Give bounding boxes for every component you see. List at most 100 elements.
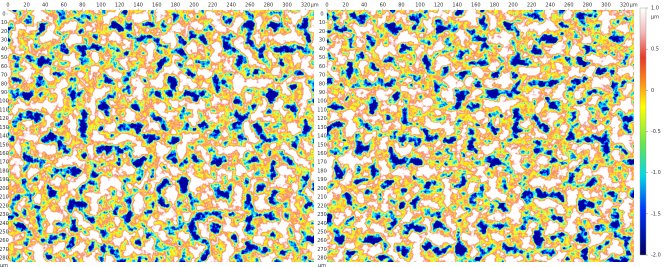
y-tick-label: 150 xyxy=(317,142,327,148)
y-tick-label: 270 xyxy=(0,247,9,253)
y-tick-label: 90 xyxy=(319,90,325,96)
x-tick-label: 220 xyxy=(208,3,218,9)
x-tick-label: 80 xyxy=(398,3,404,9)
y-tick-label: 50 xyxy=(1,55,7,61)
y-tick-label: 30 xyxy=(1,38,7,44)
y-tick-label: 200 xyxy=(317,186,327,192)
y-tick-label: 200 xyxy=(0,186,9,192)
y-tick-label: 170 xyxy=(317,160,327,166)
y-tick-label: 220 xyxy=(0,203,9,209)
y-unit: µm xyxy=(318,263,326,267)
y-tick-label: 60 xyxy=(319,64,325,70)
x-tick-label: 180 xyxy=(490,3,500,9)
y-tick-label: 0 xyxy=(320,12,323,18)
y-tick-label: 150 xyxy=(0,142,9,148)
y-tick-label: 280 xyxy=(0,256,9,262)
height-map xyxy=(8,10,314,262)
y-tick-label: 50 xyxy=(319,55,325,61)
colorbar-unit: µm xyxy=(651,15,659,21)
y-tick-label: 240 xyxy=(0,221,9,227)
y-tick-label: 230 xyxy=(317,212,327,218)
x-tick-label: 60 xyxy=(61,3,67,9)
y-tick-label: 140 xyxy=(317,134,327,140)
y-tick-label: 140 xyxy=(0,134,9,140)
y-tick-label: 180 xyxy=(0,168,9,174)
x-unit: µm xyxy=(311,3,319,9)
x-tick-label: 100 xyxy=(96,3,106,9)
x-tick-label: 140 xyxy=(452,3,462,9)
x-tick-label: 160 xyxy=(152,3,162,9)
height-map xyxy=(327,10,634,262)
x-unit: µm xyxy=(630,3,638,9)
x-tick-label: 160 xyxy=(471,3,481,9)
y-tick-label: 100 xyxy=(0,99,9,105)
x-tick-label: 240 xyxy=(545,3,555,9)
y-tick-label: 280 xyxy=(317,256,327,262)
y-tick-label: 40 xyxy=(319,46,325,52)
y-tick-label: 270 xyxy=(317,247,327,253)
x-tick-label: 0 xyxy=(6,3,9,9)
y-unit: µm xyxy=(0,263,8,267)
y-tick-label: 40 xyxy=(1,46,7,52)
colorbar-tick-label: -1.5 xyxy=(651,211,661,217)
y-tick-label: 250 xyxy=(317,230,327,236)
y-tick-label: 120 xyxy=(0,116,9,122)
x-tick-label: 40 xyxy=(42,3,48,9)
x-tick-label: 280 xyxy=(264,3,274,9)
y-tick-label: 90 xyxy=(1,90,7,96)
colorbar-tick-label: -1.0 xyxy=(651,170,661,176)
colorbar-tick-label: -2.0 xyxy=(651,253,661,259)
x-tick-label: 120 xyxy=(115,3,125,9)
x-tick-label: 180 xyxy=(171,3,181,9)
colorbar-tick-label: 0.5 xyxy=(651,47,659,53)
x-tick-label: 320 xyxy=(301,3,311,9)
y-tick-label: 180 xyxy=(317,168,327,174)
y-tick-label: 240 xyxy=(317,221,327,227)
x-tick-label: 220 xyxy=(527,3,537,9)
y-tick-label: 210 xyxy=(317,195,327,201)
y-tick-label: 220 xyxy=(317,203,327,209)
x-tick-label: 240 xyxy=(226,3,236,9)
x-tick-label: 20 xyxy=(23,3,29,9)
x-tick-label: 260 xyxy=(245,3,255,9)
y-tick-label: 110 xyxy=(317,107,327,113)
y-tick-label: 100 xyxy=(317,99,327,105)
y-tick-label: 120 xyxy=(317,116,327,122)
y-tick-label: 170 xyxy=(0,160,9,166)
y-tick-label: 190 xyxy=(317,177,327,183)
x-tick-label: 100 xyxy=(415,3,425,9)
colorbar-tick-label: 1.0 xyxy=(651,6,659,12)
colorbar-tick-label: -0.5 xyxy=(651,129,661,135)
x-tick-label: 80 xyxy=(79,3,85,9)
x-tick-label: 140 xyxy=(133,3,143,9)
y-tick-label: 10 xyxy=(1,20,7,26)
y-tick-label: 20 xyxy=(1,29,7,35)
y-tick-label: 160 xyxy=(0,151,9,157)
x-tick-label: 40 xyxy=(361,3,367,9)
y-tick-label: 130 xyxy=(0,125,9,131)
y-tick-label: 60 xyxy=(1,64,7,70)
colorbar-tick-label: 0 xyxy=(651,88,654,94)
x-tick-label: 280 xyxy=(583,3,593,9)
x-tick-label: 200 xyxy=(189,3,199,9)
y-tick-label: 30 xyxy=(319,38,325,44)
colorbar xyxy=(639,7,647,256)
y-tick-label: 20 xyxy=(319,29,325,35)
y-tick-label: 260 xyxy=(0,238,9,244)
y-tick-label: 70 xyxy=(1,73,7,79)
y-tick-label: 210 xyxy=(0,195,9,201)
x-tick-label: 260 xyxy=(564,3,574,9)
y-tick-label: 230 xyxy=(0,212,9,218)
x-tick-label: 0 xyxy=(325,3,328,9)
y-tick-label: 70 xyxy=(319,73,325,79)
y-tick-label: 260 xyxy=(317,238,327,244)
x-tick-label: 120 xyxy=(434,3,444,9)
y-tick-label: 160 xyxy=(317,151,327,157)
y-tick-label: 80 xyxy=(319,81,325,87)
x-tick-label: 200 xyxy=(508,3,518,9)
y-tick-label: 250 xyxy=(0,230,9,236)
y-tick-label: 190 xyxy=(0,177,9,183)
x-tick-label: 320 xyxy=(620,3,630,9)
x-tick-label: 60 xyxy=(380,3,386,9)
